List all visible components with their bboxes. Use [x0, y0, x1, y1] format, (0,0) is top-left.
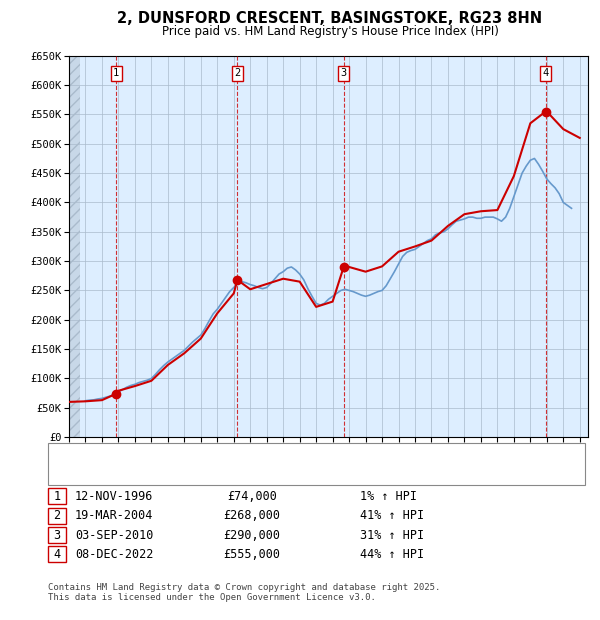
Text: 3: 3 [53, 529, 61, 541]
Text: ——: —— [60, 460, 75, 472]
Text: 1: 1 [113, 68, 119, 78]
Text: 3: 3 [341, 68, 347, 78]
Text: £290,000: £290,000 [223, 529, 281, 541]
Text: 44% ↑ HPI: 44% ↑ HPI [360, 548, 424, 560]
Text: 2: 2 [234, 68, 241, 78]
Text: £74,000: £74,000 [227, 490, 277, 502]
Text: 19-MAR-2004: 19-MAR-2004 [75, 510, 154, 522]
Text: 4: 4 [542, 68, 549, 78]
Text: 1% ↑ HPI: 1% ↑ HPI [360, 490, 417, 502]
Text: 4: 4 [53, 548, 61, 560]
Text: ——: —— [60, 471, 75, 484]
Text: 41% ↑ HPI: 41% ↑ HPI [360, 510, 424, 522]
Text: 2, DUNSFORD CRESCENT, BASINGSTOKE, RG23 8HN: 2, DUNSFORD CRESCENT, BASINGSTOKE, RG23 … [118, 11, 542, 26]
Bar [69, 56, 80, 437]
Text: Contains HM Land Registry data © Crown copyright and database right 2025.
This d: Contains HM Land Registry data © Crown c… [48, 583, 440, 602]
Text: 31% ↑ HPI: 31% ↑ HPI [360, 529, 424, 541]
Text: £555,000: £555,000 [223, 548, 281, 560]
Text: 1: 1 [53, 490, 61, 502]
Text: HPI: Average price, semi-detached house, Basingstoke and Deane: HPI: Average price, semi-detached house,… [87, 472, 410, 482]
Text: 03-SEP-2010: 03-SEP-2010 [75, 529, 154, 541]
Text: 2, DUNSFORD CRESCENT, BASINGSTOKE, RG23 8HN (semi-detached house): 2, DUNSFORD CRESCENT, BASINGSTOKE, RG23 … [87, 461, 459, 471]
Text: 12-NOV-1996: 12-NOV-1996 [75, 490, 154, 502]
Text: 2: 2 [53, 510, 61, 522]
Text: Price paid vs. HM Land Registry's House Price Index (HPI): Price paid vs. HM Land Registry's House … [161, 25, 499, 38]
Text: 08-DEC-2022: 08-DEC-2022 [75, 548, 154, 560]
Text: £268,000: £268,000 [223, 510, 281, 522]
